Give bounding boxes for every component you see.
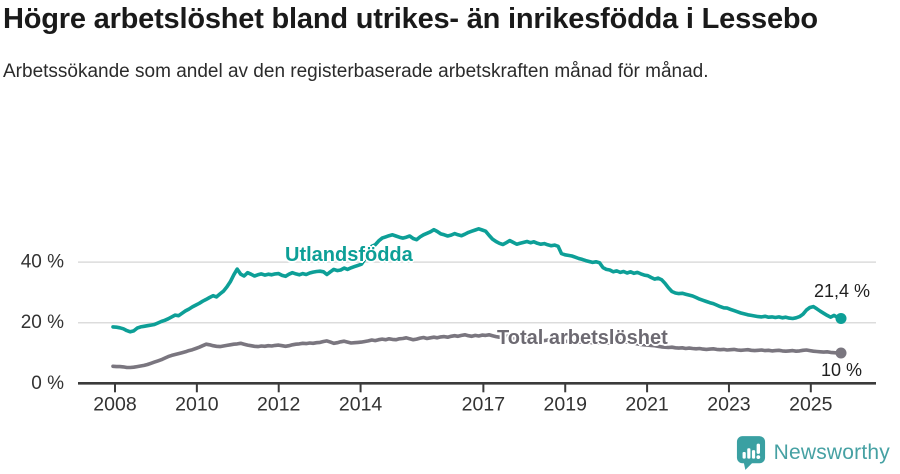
series-label-utlandsfodda: Utlandsfödda	[285, 244, 413, 266]
y-tick-label: 0 %	[31, 373, 64, 394]
series-end-dot-total	[835, 347, 847, 359]
series-label-total-arbetsloshet: Total arbetslöshet	[497, 327, 668, 349]
chart-header: Högre arbetslöshet bland utrikes- än inr…	[3, 2, 863, 86]
newsworthy-logo-icon	[736, 436, 765, 470]
newsworthy-brand: Newsworthy	[736, 435, 890, 470]
y-tick-label: 20 %	[21, 312, 64, 333]
y-tick-label: 40 %	[21, 252, 64, 273]
x-tick-label: 2010	[175, 393, 219, 415]
end-value-label-utlandsfodda: 21,4 %	[814, 281, 871, 301]
series-end-dot-utlandsfodda	[835, 312, 847, 324]
page-subtitle: Arbetssökande som andel av den registerb…	[3, 61, 709, 83]
x-tick-label: 2025	[789, 393, 833, 415]
x-tick-label: 2012	[257, 393, 300, 415]
page-title: Högre arbetslöshet bland utrikes- än inr…	[3, 3, 818, 35]
x-tick-label: 2017	[462, 393, 505, 415]
x-tick-label: 2019	[544, 393, 587, 415]
x-tick-label: 2008	[93, 393, 136, 415]
x-tick-label: 2014	[339, 393, 383, 415]
newsworthy-wordmark: Newsworthy	[773, 440, 890, 464]
x-tick-label: 2021	[625, 393, 668, 415]
end-value-label-total: 10 %	[821, 360, 863, 380]
x-tick-label: 2023	[707, 393, 750, 415]
series-line-utlandsfodda	[111, 227, 843, 334]
series-line-total	[111, 332, 843, 370]
